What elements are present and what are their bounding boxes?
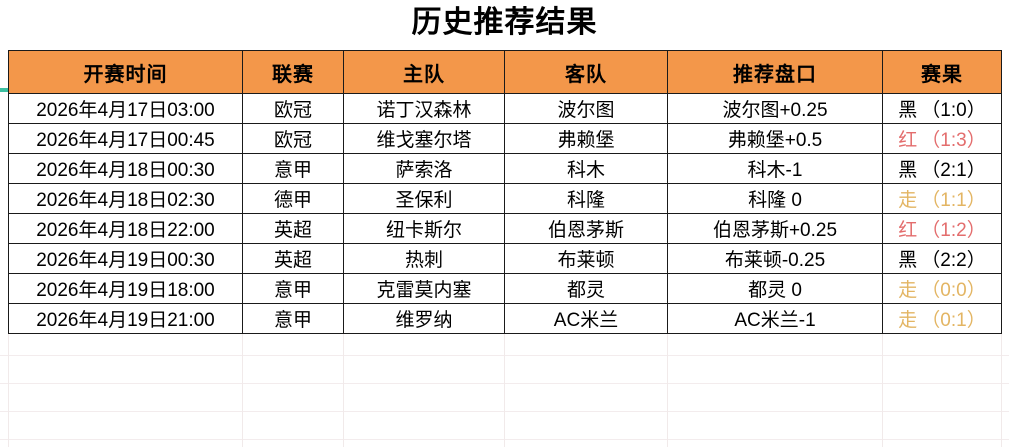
cell-time[interactable]: 2026年4月19日21:00: [8, 303, 243, 334]
table-row[interactable]: 2026年4月17日00:45 欧冠 维戈塞尔塔 弗赖堡 弗赖堡+0.5 红（1:3）: [8, 123, 1002, 154]
status-badge: 黑: [898, 160, 918, 181]
table-row[interactable]: 2026年4月17日03:00 欧冠 诺丁汉森林 波尔图 波尔图+0.25 黑（1:0）: [8, 93, 1002, 124]
cell-league[interactable]: 英超: [242, 243, 344, 274]
cell-away[interactable]: AC米兰: [504, 303, 668, 334]
cell-league[interactable]: 德甲: [242, 183, 344, 214]
cell-result[interactable]: 黑（2:2）: [882, 243, 1002, 274]
result-score: （2:2）: [921, 250, 986, 271]
cell-time[interactable]: 2026年4月17日03:00: [8, 93, 243, 124]
status-badge: 走: [898, 190, 918, 211]
cell-home[interactable]: 维戈塞尔塔: [343, 123, 505, 154]
cell-away[interactable]: 布莱顿: [504, 243, 668, 274]
history-recommendations-table-wrapper: 开赛时间 联赛 主队 客队 推荐盘口 赛果 2026年4月17日03:00 欧冠诺…: [8, 50, 1002, 334]
cell-away[interactable]: 科隆: [504, 183, 668, 214]
column-header-result[interactable]: 赛果: [882, 50, 1002, 94]
cell-home[interactable]: 诺丁汉森林: [343, 93, 505, 124]
result-score: （1:0）: [921, 100, 986, 121]
cell-home[interactable]: 圣保利: [343, 183, 505, 214]
status-badge: 黑: [898, 100, 918, 121]
table-row[interactable]: 2026年4月19日21:00 意甲 维罗纳 AC米兰 AC米兰-1 走（0:1）: [8, 303, 1002, 334]
cell-line[interactable]: 都灵 0: [667, 273, 883, 304]
cell-home[interactable]: 萨索洛: [343, 153, 505, 184]
cell-line[interactable]: 弗赖堡+0.5: [667, 123, 883, 154]
cell-line[interactable]: 科木-1: [667, 153, 883, 184]
cell-league[interactable]: 意甲: [242, 273, 344, 304]
status-badge: 红: [898, 220, 918, 241]
column-header-time[interactable]: 开赛时间: [8, 50, 243, 94]
cell-away[interactable]: 波尔图: [504, 93, 668, 124]
cell-line[interactable]: 科隆 0: [667, 183, 883, 214]
cell-time[interactable]: 2026年4月18日02:30: [8, 183, 243, 214]
status-badge: 走: [898, 280, 918, 301]
cell-league[interactable]: 欧冠: [242, 123, 344, 154]
table-row[interactable]: 2026年4月19日18:00 意甲 克雷莫内塞 都灵 都灵 0 走（0:0）: [8, 273, 1002, 304]
cell-home[interactable]: 克雷莫内塞: [343, 273, 505, 304]
cell-time[interactable]: 2026年4月19日00:30: [8, 243, 243, 274]
cell-away[interactable]: 都灵: [504, 273, 668, 304]
status-badge: 走: [898, 310, 918, 331]
result-score: （0:1）: [921, 310, 986, 331]
result-score: （1:1）: [921, 190, 986, 211]
result-score: （0:0）: [921, 280, 986, 301]
column-header-home[interactable]: 主队: [343, 50, 505, 94]
cell-result[interactable]: 走（0:0）: [882, 273, 1002, 304]
cell-time[interactable]: 2026年4月19日18:00: [8, 273, 243, 304]
cell-league[interactable]: 欧冠: [242, 93, 344, 124]
page-title: 历史推荐结果: [411, 6, 598, 39]
cell-result[interactable]: 红（1:3）: [882, 123, 1002, 154]
cell-result[interactable]: 红（1:2）: [882, 213, 1002, 244]
column-header-away[interactable]: 客队: [504, 50, 668, 94]
cell-result[interactable]: 黑（2:1）: [882, 153, 1002, 184]
cell-home[interactable]: 纽卡斯尔: [343, 213, 505, 244]
cell-line[interactable]: 波尔图+0.25: [667, 93, 883, 124]
cell-home[interactable]: 热刺: [343, 243, 505, 274]
cell-result[interactable]: 走（1:1）: [882, 183, 1002, 214]
cell-result[interactable]: 走（0:1）: [882, 303, 1002, 334]
cell-home[interactable]: 维罗纳: [343, 303, 505, 334]
cell-league[interactable]: 英超: [242, 213, 344, 244]
column-header-league[interactable]: 联赛: [242, 50, 344, 94]
column-header-line[interactable]: 推荐盘口: [667, 50, 883, 94]
cell-line[interactable]: 伯恩茅斯+0.25: [667, 213, 883, 244]
table-header-row: 开赛时间 联赛 主队 客队 推荐盘口 赛果: [8, 50, 1002, 94]
table-row[interactable]: 2026年4月18日00:30 意甲 萨索洛 科木 科木-1 黑（2:1）: [8, 153, 1002, 184]
cell-away[interactable]: 弗赖堡: [504, 123, 668, 154]
cell-result[interactable]: 黑（1:0）: [882, 93, 1002, 124]
status-badge: 黑: [898, 250, 918, 271]
table-row[interactable]: 2026年4月18日22:00 英超 纽卡斯尔 伯恩茅斯 伯恩茅斯+0.25 红（1:2）: [8, 213, 1002, 244]
table-row[interactable]: 2026年4月19日00:30 英超 热刺 布莱顿 布莱顿-0.25 黑（2:2）: [8, 243, 1002, 274]
row-selection-marker: [0, 88, 9, 92]
cell-away[interactable]: 伯恩茅斯: [504, 213, 668, 244]
cell-time[interactable]: 2026年4月18日22:00: [8, 213, 243, 244]
result-score: （1:3）: [921, 130, 986, 151]
cell-league[interactable]: 意甲: [242, 153, 344, 184]
cell-away[interactable]: 科木: [504, 153, 668, 184]
table-row[interactable]: 2026年4月18日02:30 德甲 圣保利 科隆 科隆 0 走（1:1）: [8, 183, 1002, 214]
status-badge: 红: [898, 130, 918, 151]
result-score: （1:2）: [921, 220, 986, 241]
cell-line[interactable]: AC米兰-1: [667, 303, 883, 334]
cell-league[interactable]: 意甲: [242, 303, 344, 334]
cell-time[interactable]: 2026年4月17日00:45: [8, 123, 243, 154]
cell-time[interactable]: 2026年4月18日00:30: [8, 153, 243, 184]
result-score: （2:1）: [921, 160, 986, 181]
cell-line[interactable]: 布莱顿-0.25: [667, 243, 883, 274]
table-body: 2026年4月17日03:00 欧冠 诺丁汉森林 波尔图 波尔图+0.25 黑（1:0） 2…: [8, 93, 1002, 334]
history-recommendations-table: 开赛时间 联赛 主队 客队 推荐盘口 赛果 2026年4月17日03:00 欧冠诺…: [8, 50, 1002, 334]
